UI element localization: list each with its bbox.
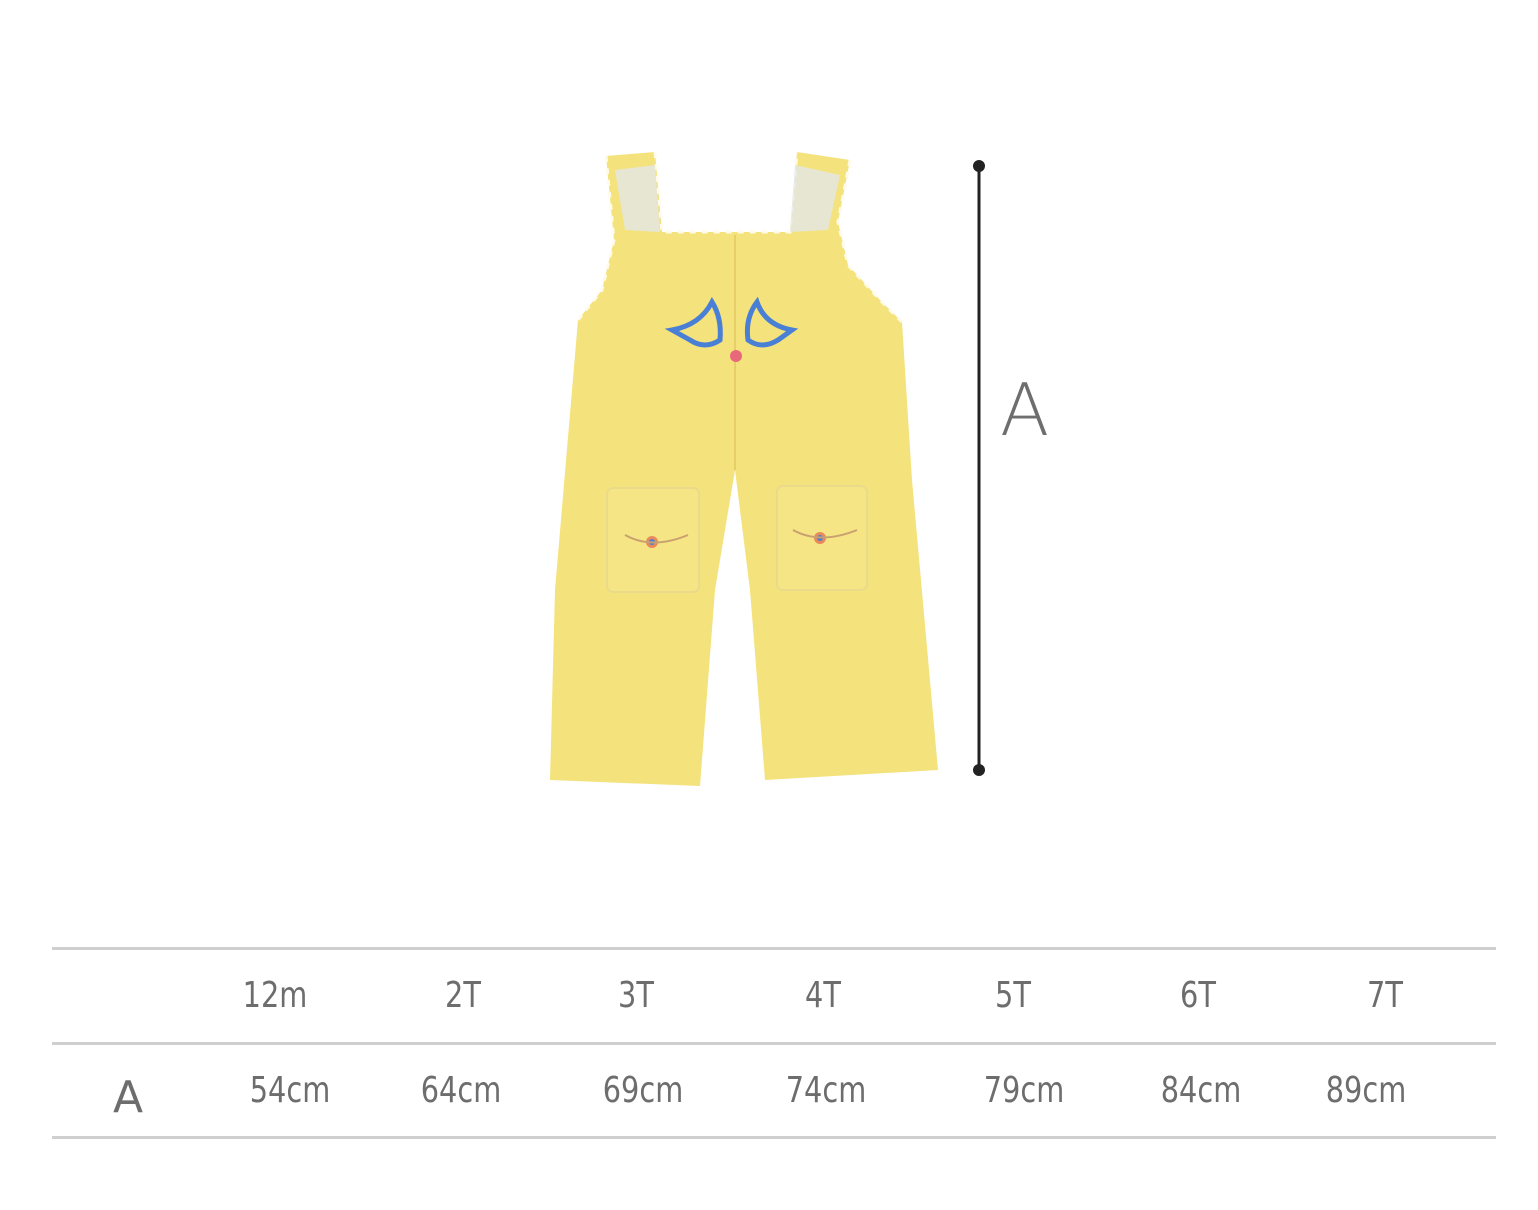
measurement-value: 69cm [602,1070,684,1111]
row-label: A [113,1072,144,1123]
table-rule-top [52,947,1496,950]
size-header: 5T [995,975,1031,1016]
measurement-value: 74cm [785,1070,867,1111]
measurement-value: 89cm [1325,1070,1407,1111]
bird-embroidery [664,296,799,348]
measurement-value: 64cm [420,1070,502,1111]
size-header: 6T [1180,975,1216,1016]
dimension-label: A [1000,368,1050,452]
size-header: 3T [618,975,654,1016]
table-rule-middle [52,1042,1496,1045]
size-header: 4T [805,975,841,1016]
size-header: 12m [242,975,308,1016]
measurement-value: 84cm [1160,1070,1242,1111]
overalls-image [550,151,985,786]
table-rule-bottom [52,1136,1496,1139]
measurement-value: 79cm [983,1070,1065,1111]
size-header: 2T [445,975,481,1016]
overalls-body [550,152,938,786]
size-header: 7T [1367,975,1403,1016]
measurement-value: 54cm [249,1070,331,1111]
dimension-line [973,160,985,776]
